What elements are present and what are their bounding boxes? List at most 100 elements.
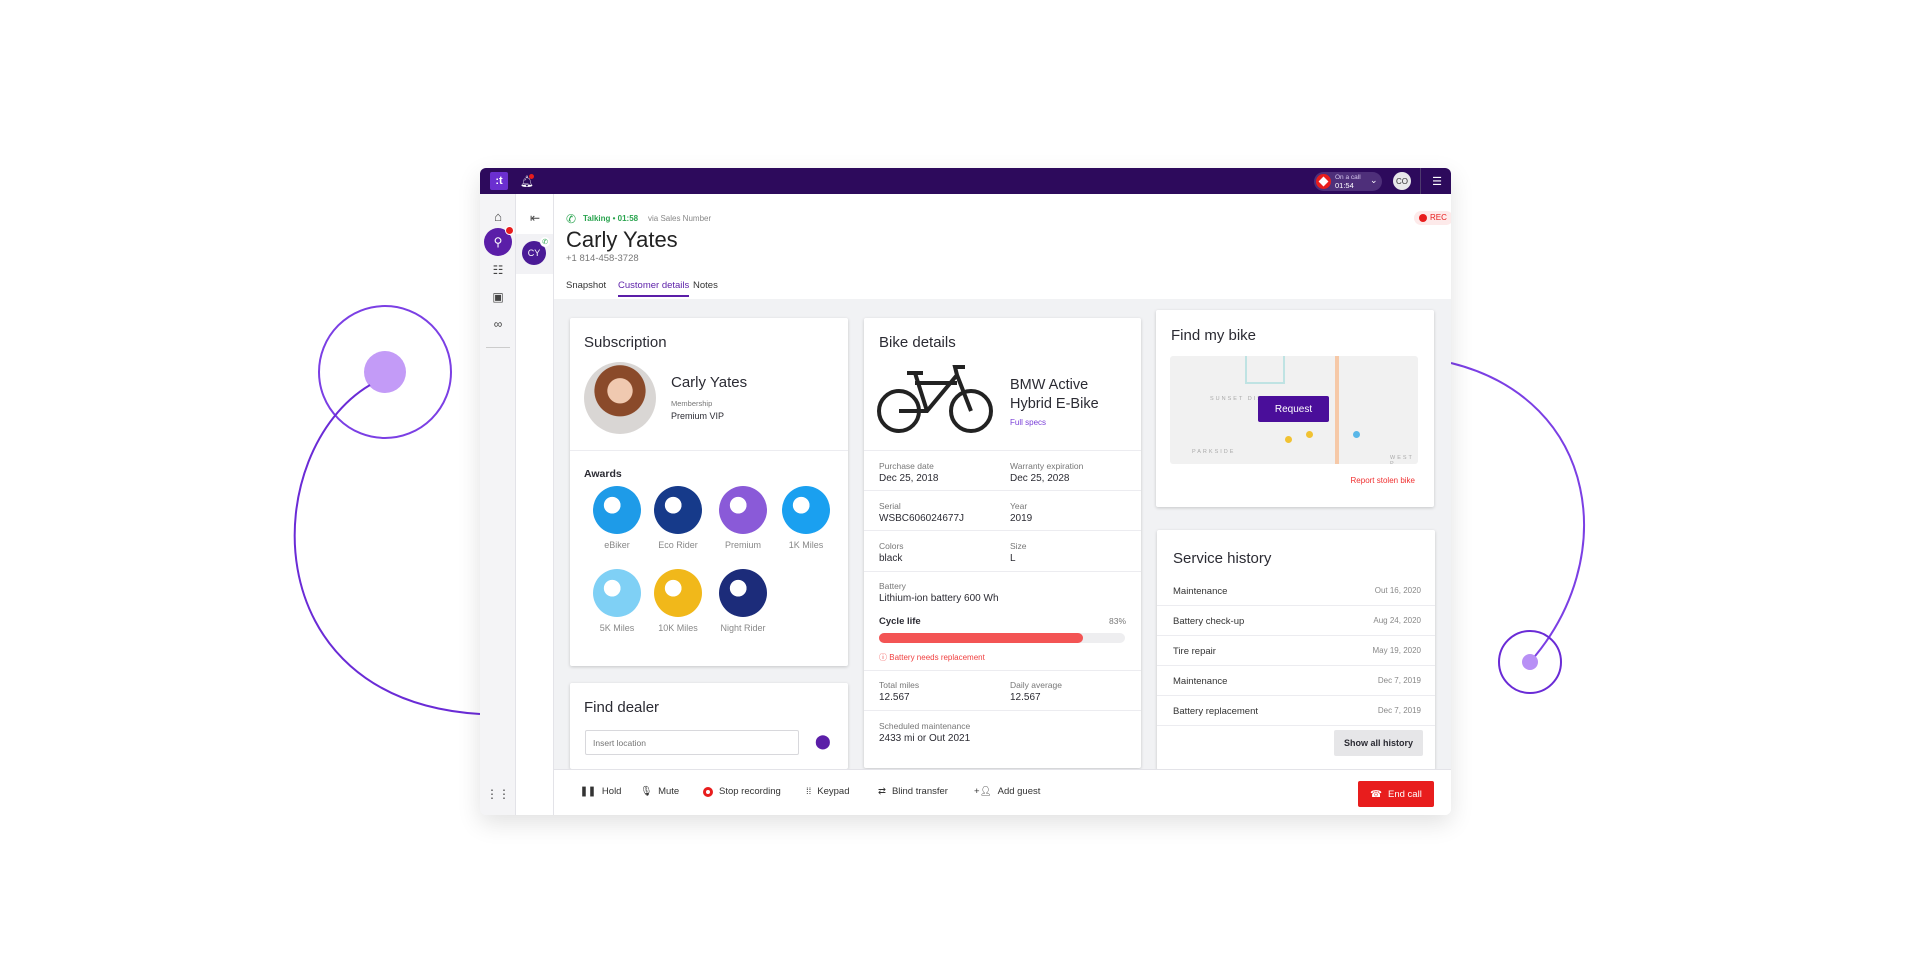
- deco-ring-right: [1498, 630, 1562, 694]
- daily-average-label: Daily average: [1010, 680, 1062, 690]
- award-label: Eco Rider: [658, 540, 698, 550]
- bike-model: BMW Active Hybrid E-Bike: [1010, 377, 1099, 412]
- service-name: Maintenance: [1173, 586, 1228, 597]
- on-call-label: On a call: [1335, 174, 1361, 181]
- total-miles-value: 12.567: [879, 692, 910, 703]
- bike-details-card: Bike details BMW Active Hybrid E-Bike Ful…: [864, 318, 1141, 768]
- list-icon[interactable]: ☷: [492, 263, 504, 277]
- award-label: Night Rider: [720, 623, 766, 633]
- award-label: 10K Miles: [658, 623, 698, 633]
- end-call-button[interactable]: ☎︎ End call: [1358, 781, 1434, 807]
- award-label: 5K Miles: [599, 623, 635, 633]
- contacts-icon[interactable]: ▣: [492, 290, 504, 304]
- keypad-icon: ⁞⁞: [806, 786, 812, 797]
- activity-icon[interactable]: ⚲: [484, 226, 514, 256]
- bell-icon[interactable]: 🔔︎: [520, 174, 534, 188]
- maintenance-value: 2433 mi or Out 2021: [879, 733, 971, 744]
- map-pin-icon: [1285, 436, 1292, 443]
- field-label: Colors: [879, 541, 904, 551]
- hang-up-icon: ☎︎: [1370, 788, 1383, 800]
- cycle-life-label: Cycle life: [879, 616, 921, 627]
- show-all-history-button[interactable]: Show all history: [1334, 730, 1423, 756]
- report-stolen-link[interactable]: Report stolen bike: [1350, 476, 1415, 485]
- customer-photo: [584, 362, 656, 434]
- location-pin-icon[interactable]: ⬤: [815, 733, 831, 749]
- mute-button[interactable]: 🎙︎ Mute: [640, 786, 680, 797]
- voicemail-icon[interactable]: ∞: [493, 317, 503, 331]
- tab-snapshot[interactable]: Snapshot: [566, 280, 607, 291]
- award-badge[interactable]: [782, 486, 830, 534]
- deco-ring-left: [318, 305, 452, 439]
- maintenance-label: Scheduled maintenance: [879, 721, 971, 731]
- divider: [486, 347, 510, 348]
- service-row: Tire repair May 19, 2020: [1157, 636, 1435, 666]
- side-panel-icon[interactable]: ☰: [1432, 175, 1442, 188]
- mic-off-icon: 🎙︎: [640, 786, 653, 797]
- award-label: Premium: [724, 540, 761, 550]
- bike-image: [877, 365, 993, 433]
- field-value: Dec 25, 2028: [1010, 473, 1070, 484]
- map[interactable]: SUNSET DIST PARKSIDE WEST P Request: [1170, 356, 1418, 464]
- award-badge[interactable]: [654, 486, 702, 534]
- chevron-down-icon: ⌄: [1370, 175, 1378, 185]
- map-label: PARKSIDE: [1192, 449, 1236, 455]
- conversation-item[interactable]: CY ✆: [516, 234, 553, 274]
- user-avatar[interactable]: CO: [1393, 172, 1411, 190]
- record-status-icon: [1316, 174, 1331, 189]
- award-badge[interactable]: [593, 486, 641, 534]
- phone-call-icon: ✆: [566, 212, 577, 226]
- service-date: Dec 7, 2019: [1377, 676, 1421, 685]
- award-label: 1K Miles: [788, 540, 824, 550]
- cycle-life-percent: 83%: [1108, 616, 1126, 626]
- full-specs-link[interactable]: Full specs: [1010, 418, 1047, 427]
- blind-transfer-button[interactable]: ⇄ Blind transfer: [878, 786, 948, 797]
- top-bar: :t 🔔︎ On a call 01:54 ⌄ CO ☰: [480, 168, 1451, 194]
- add-guest-button[interactable]: +👤︎ Add guest: [974, 786, 1041, 797]
- field-value: Dec 25, 2018: [879, 473, 939, 484]
- keypad-button[interactable]: ⁞⁞ Keypad: [806, 786, 850, 797]
- on-call-pill[interactable]: On a call 01:54 ⌄: [1314, 172, 1382, 191]
- location-input[interactable]: [585, 730, 799, 755]
- award-badge[interactable]: [719, 486, 767, 534]
- service-date: May 19, 2020: [1372, 646, 1421, 655]
- membership-value: Premium VIP: [671, 411, 725, 421]
- deco-dot-right: [1522, 654, 1538, 670]
- award-badge[interactable]: [719, 569, 767, 617]
- phone-icon: ✆: [540, 237, 550, 247]
- award-badge[interactable]: [654, 569, 702, 617]
- field-value: black: [879, 553, 903, 564]
- caller-phone: +1 814-458-3728: [566, 253, 639, 264]
- find-my-bike-card: Find my bike SUNSET DIST PARKSIDE WEST P…: [1156, 310, 1434, 507]
- card-title: Find dealer: [584, 699, 660, 716]
- field-value: WSBC606024677J: [879, 513, 965, 524]
- field-value: 2019: [1010, 513, 1033, 524]
- award-badge[interactable]: [593, 569, 641, 617]
- deco-curve-right: [1450, 362, 1585, 663]
- field-label: Serial: [879, 501, 901, 511]
- app-logo: :t: [490, 172, 508, 190]
- deco-dot-left: [364, 351, 406, 393]
- stop-recording-button[interactable]: Stop recording: [703, 786, 781, 797]
- field-label: Warranty expiration: [1010, 461, 1084, 471]
- service-row: Battery replacement Dec 7, 2019: [1157, 696, 1435, 726]
- service-history-card: Service history Maintenance Out 16, 2020 B…: [1157, 530, 1435, 770]
- caller-name: Carly Yates: [566, 227, 678, 252]
- deco-curve-left: [293, 384, 481, 715]
- tab-customer-details[interactable]: Customer details: [618, 280, 690, 297]
- battery-label: Battery: [879, 581, 906, 591]
- card-title: Find my bike: [1171, 327, 1257, 344]
- total-miles-label: Total miles: [879, 680, 920, 690]
- apps-grid-icon[interactable]: ⋮⋮: [486, 787, 510, 801]
- service-row: Maintenance Out 16, 2020: [1157, 576, 1435, 606]
- subscription-card: Subscription Carly Yates Membership Prem…: [570, 318, 848, 666]
- conversation-list: ⇤ CY ✆: [516, 194, 554, 815]
- collapse-menu-icon[interactable]: ⇤: [529, 211, 541, 225]
- hold-button[interactable]: ❚❚ Hold: [580, 786, 622, 797]
- battery-value: Lithium-ion battery 600 Wh: [879, 593, 999, 604]
- tab-notes[interactable]: Notes: [693, 280, 718, 291]
- call-header: ✆ Talking • 01:58 via Sales Number Carly…: [554, 194, 1451, 299]
- call-status: Talking • 01:58: [583, 214, 639, 223]
- field-label: Year: [1010, 501, 1028, 511]
- home-icon[interactable]: ⌂: [494, 208, 502, 224]
- request-button[interactable]: Request: [1258, 396, 1329, 422]
